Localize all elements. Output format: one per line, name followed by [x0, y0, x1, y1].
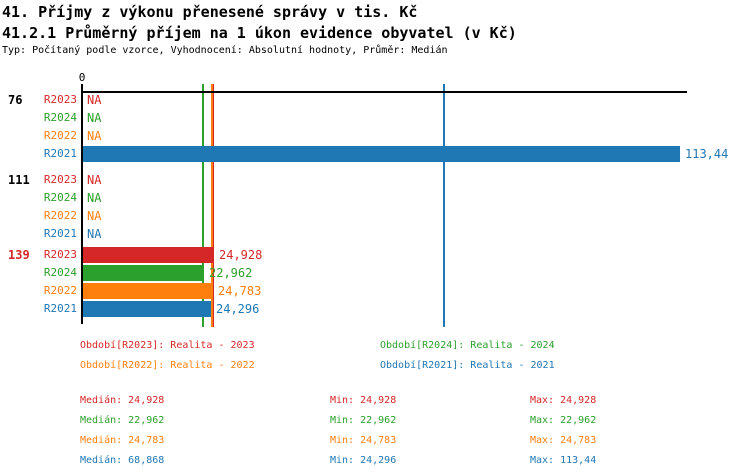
bar-row-r2021-139: R2021 24,296	[44, 301, 750, 319]
series-label-r2022: R2022	[43, 284, 77, 297]
value-label-r2021-139: 24,296	[216, 302, 260, 316]
median-line-r2024	[202, 84, 204, 327]
series-label-r2023: R2023	[43, 173, 77, 186]
median-line-r2021	[443, 84, 445, 327]
value-label-r2022-111: NA	[87, 209, 102, 223]
chart-meta-line: Typ: Počítaný podle vzorce, Vyhodnocení:…	[2, 45, 448, 56]
series-label-r2021: R2021	[43, 302, 77, 315]
stat-min-r2024: Min: 22,962	[330, 415, 397, 426]
category-label-139: 139	[8, 248, 30, 262]
value-label-r2021-76: 113,44	[685, 147, 729, 161]
bar-row-r2022-111: R2022 NA	[44, 208, 750, 226]
stat-median-r2024: Medián: 22,962	[80, 415, 165, 426]
stat-median-r2021: Medián: 68,868	[80, 455, 165, 466]
y-axis-line	[81, 84, 83, 324]
series-label-r2024: R2024	[43, 111, 77, 124]
chart-title: 41. Příjmy z výkonu přenesené správy v t…	[2, 3, 418, 21]
legend-item-r2024: Období[R2024]: Realita - 2024	[380, 340, 555, 351]
stat-max-r2023: Max: 24,928	[530, 395, 597, 406]
value-label-r2024-111: NA	[87, 191, 102, 205]
bars-layer: 76 R2023 NA R2024 NA R2022 NA R2021 113,44 111 R20…	[8, 92, 750, 327]
bar-group-111: 111 R2023 NA R2024 NA R2022 NA R2021 NA	[8, 172, 750, 244]
bar-row-r2024-111: R2024 NA	[44, 190, 750, 208]
stat-min-r2023: Min: 24,928	[330, 395, 397, 406]
legend-item-r2023: Období[R2023]: Realita - 2023	[80, 340, 255, 351]
bar-row-r2021-111: R2021 NA	[44, 226, 750, 244]
value-label-r2023-76: NA	[87, 93, 102, 107]
stat-max-r2021: Max: 113,44	[530, 455, 597, 466]
value-label-r2024-139: 22,962	[209, 266, 253, 280]
bar-row-r2023-139: 139 R2023 24,928	[8, 247, 750, 265]
legend-item-r2022: Období[R2022]: Realita - 2022	[80, 360, 255, 371]
legend-item-r2021: Období[R2021]: Realita - 2021	[380, 360, 555, 371]
x-axis-zero-label: 0	[78, 71, 86, 84]
median-line-r2023	[212, 84, 214, 327]
bar-r2021-139	[83, 301, 211, 317]
category-label-76: 76	[8, 93, 23, 107]
value-label-r2021-111: NA	[87, 227, 102, 241]
bar-group-76: 76 R2023 NA R2024 NA R2022 NA R2021 113,44	[8, 92, 750, 164]
stats-table: Medián: 24,928 Min: 24,928 Max: 24,928 Medi…	[0, 388, 750, 476]
bar-row-r2024-76: R2024 NA	[44, 110, 750, 128]
bar-row-r2023-111: 111 R2023 NA	[8, 172, 750, 190]
series-label-r2023: R2023	[43, 93, 77, 106]
chart-subtitle: 41.2.1 Průměrný příjem na 1 úkon evidenc…	[2, 24, 517, 42]
value-label-r2022-76: NA	[87, 129, 102, 143]
series-label-r2022: R2022	[43, 209, 77, 222]
stat-max-r2024: Max: 22,962	[530, 415, 597, 426]
bar-r2021-76	[83, 146, 680, 162]
x-axis-line	[81, 91, 687, 93]
bar-row-r2022-139: R2022 24,783	[44, 283, 750, 301]
value-label-r2024-76: NA	[87, 111, 102, 125]
stat-median-r2022: Medián: 24,783	[80, 435, 165, 446]
bar-r2022-139	[83, 283, 213, 299]
bar-r2023-139	[83, 247, 214, 263]
value-label-r2023-111: NA	[87, 173, 102, 187]
stat-max-r2022: Max: 24,783	[530, 435, 597, 446]
legend: Období[R2023]: Realita - 2023 Období[R202…	[0, 332, 750, 382]
bar-row-r2024-139: R2024 22,962	[44, 265, 750, 283]
bar-row-r2021-76: R2021 113,44	[44, 146, 750, 164]
value-label-r2022-139: 24,783	[218, 284, 262, 298]
series-label-r2023: R2023	[43, 248, 77, 261]
category-label-111: 111	[8, 173, 30, 187]
plot-area: 0 76 R2023 NA R2024 NA R2022 NA R2021 113,44 111 R…	[0, 68, 750, 332]
median-lines-layer	[81, 84, 750, 327]
value-label-r2023-139: 24,928	[219, 248, 263, 262]
stat-median-r2023: Medián: 24,928	[80, 395, 165, 406]
bar-group-139: 139 R2023 24,928 R2024 22,962 R2022 24,783 R202…	[8, 247, 750, 319]
bar-r2024-139	[83, 265, 204, 281]
series-label-r2021: R2021	[43, 227, 77, 240]
stat-min-r2022: Min: 24,783	[330, 435, 397, 446]
series-label-r2022: R2022	[43, 129, 77, 142]
median-line-r2022	[211, 84, 213, 327]
series-label-r2021: R2021	[43, 147, 77, 160]
bar-row-r2023-76: 76 R2023 NA	[8, 92, 750, 110]
series-label-r2024: R2024	[43, 191, 77, 204]
bar-row-r2022-76: R2022 NA	[44, 128, 750, 146]
stat-min-r2021: Min: 24,296	[330, 455, 397, 466]
series-label-r2024: R2024	[43, 266, 77, 279]
